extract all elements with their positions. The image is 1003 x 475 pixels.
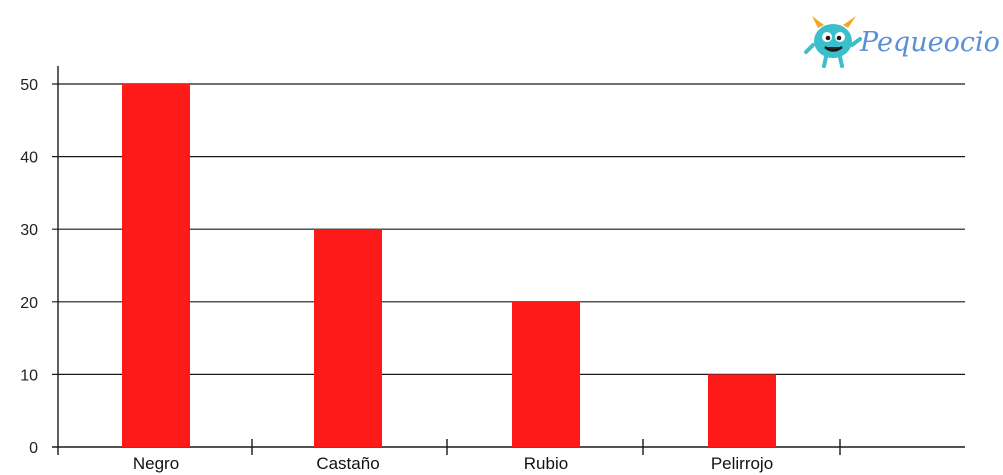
bar-casta-o bbox=[314, 229, 382, 447]
category-labels: Negro Castaño Rubio Pelirrojo bbox=[133, 454, 773, 473]
category-label: Negro bbox=[133, 454, 179, 473]
y-tick-label: 40 bbox=[20, 150, 38, 167]
bars bbox=[122, 84, 776, 447]
category-label: Castaño bbox=[316, 454, 379, 473]
y-tick-label: 20 bbox=[20, 295, 38, 312]
y-tick-labels: 0 10 20 30 40 50 bbox=[20, 77, 38, 457]
y-tick-label: 0 bbox=[29, 440, 38, 457]
bar-pelirrojo bbox=[708, 374, 776, 447]
y-tick-label: 30 bbox=[20, 222, 38, 239]
pequeocio-logo: Pequeocio bbox=[806, 16, 1000, 66]
y-tick-label: 10 bbox=[20, 367, 38, 384]
monster-mascot-icon bbox=[806, 16, 860, 66]
bar-rubio bbox=[512, 302, 580, 447]
y-tick-label: 50 bbox=[20, 77, 38, 94]
category-label: Rubio bbox=[524, 454, 568, 473]
logo-wordmark: Pequeocio bbox=[859, 27, 1000, 58]
bar-negro bbox=[122, 84, 190, 447]
category-label: Pelirrojo bbox=[711, 454, 773, 473]
